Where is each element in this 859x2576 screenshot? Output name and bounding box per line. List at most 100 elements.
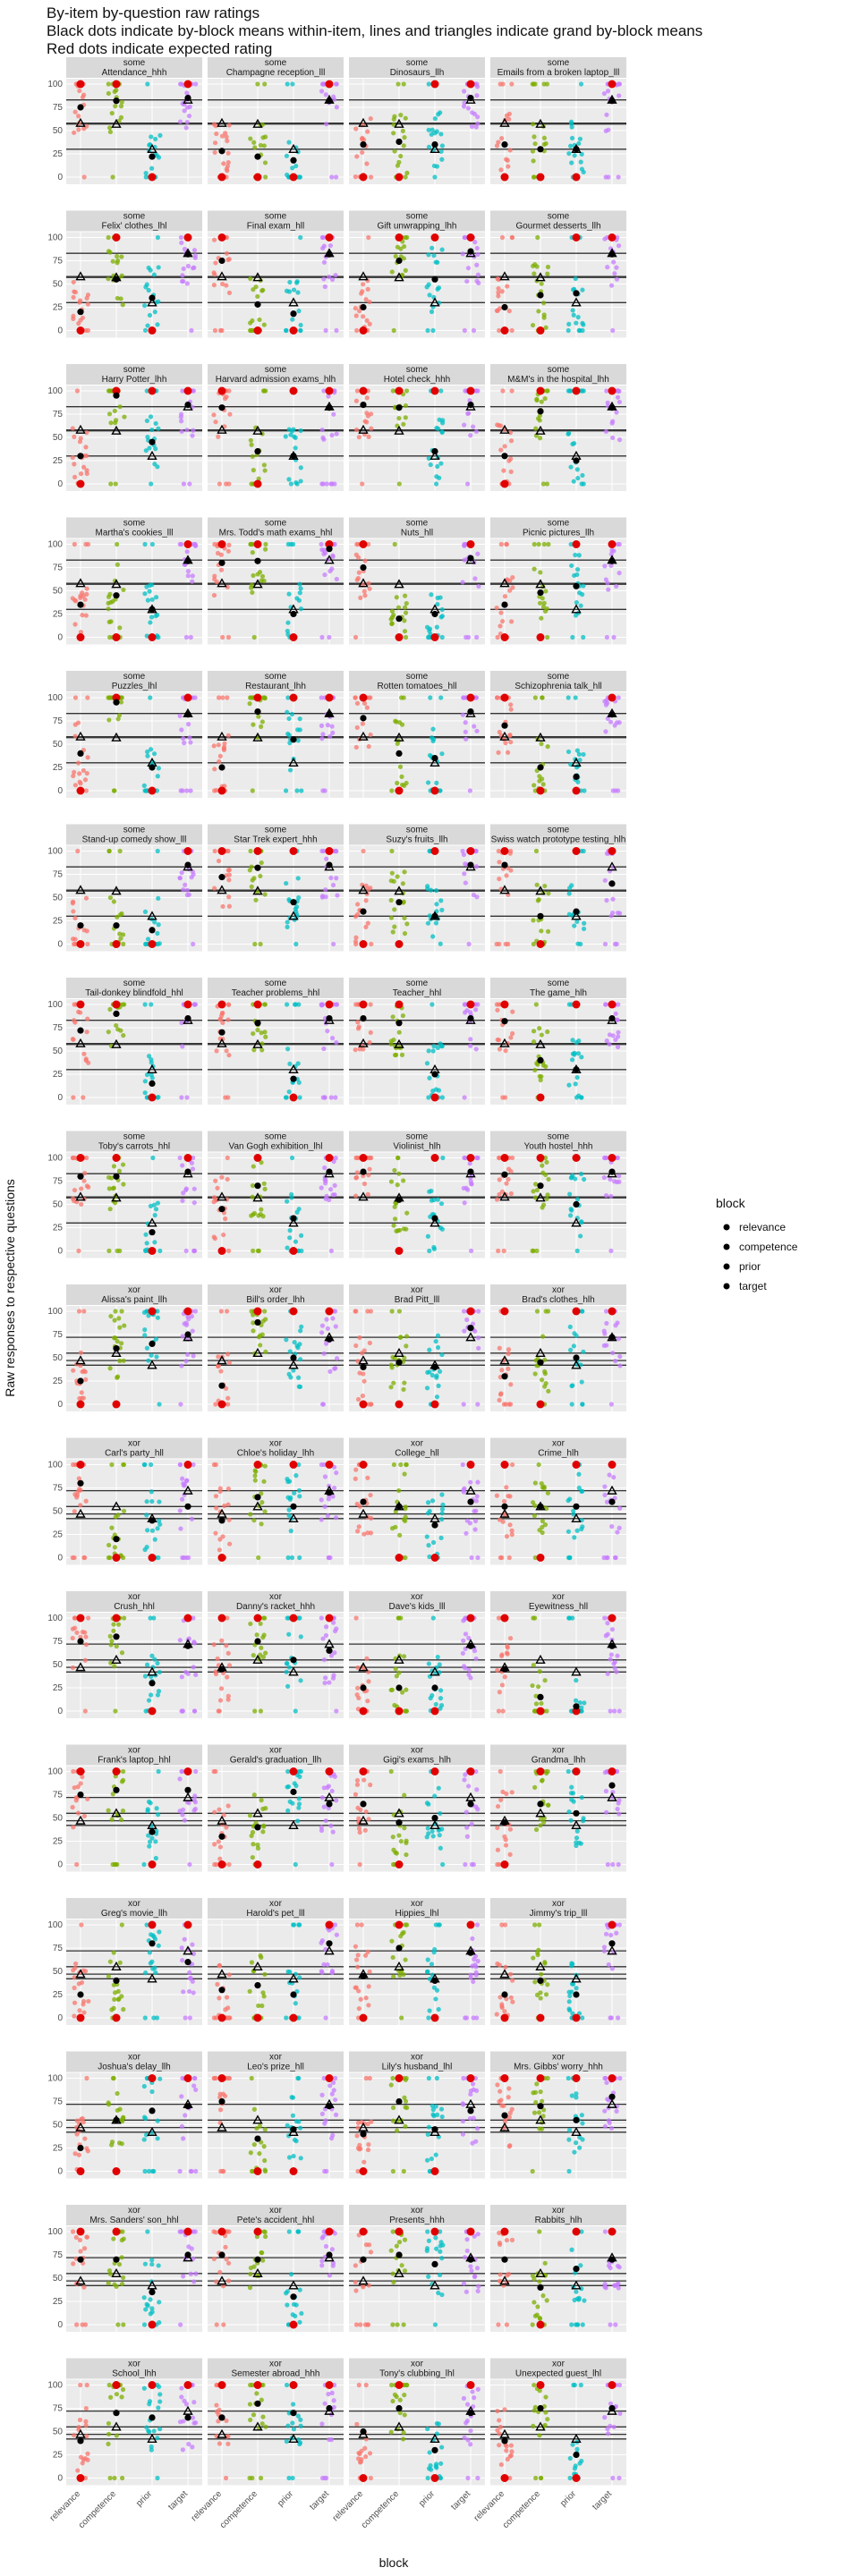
raw-response-point [332, 1182, 337, 1189]
raw-response-point [144, 1345, 150, 1351]
raw-response-point [111, 1164, 117, 1169]
raw-response-point [284, 153, 290, 158]
raw-response-point [365, 1475, 370, 1480]
raw-response-point [353, 1792, 359, 1797]
raw-response-point [331, 94, 336, 99]
raw-response-point [286, 477, 292, 482]
raw-response-point [224, 1048, 229, 1054]
item-mean-point [113, 1786, 120, 1793]
raw-response-point [567, 1324, 573, 1330]
raw-response-point [109, 1817, 115, 1822]
raw-response-point [154, 1354, 159, 1360]
raw-response-point [396, 1030, 402, 1035]
y-tick-label: 100 [47, 1000, 63, 1010]
raw-response-point [252, 1708, 258, 1714]
y-tick-label: 25 [53, 763, 64, 773]
raw-response-point [118, 1028, 123, 1033]
raw-response-point [290, 81, 295, 87]
raw-response-point [153, 1207, 159, 1212]
item-mean-point [149, 438, 156, 445]
y-tick-label: 0 [57, 1093, 63, 1103]
raw-response-point [142, 909, 149, 914]
raw-response-point [319, 1462, 324, 1468]
raw-response-point [495, 1825, 500, 1831]
grand-mean-triangle [147, 143, 157, 153]
raw-response-point [321, 436, 327, 442]
raw-response-point [354, 388, 361, 394]
raw-response-point [537, 1669, 542, 1674]
raw-response-point [615, 1017, 620, 1022]
raw-response-point [115, 1513, 121, 1518]
facet-group-label: some [265, 519, 287, 529]
panel-background [66, 692, 202, 798]
raw-response-point [185, 573, 191, 579]
raw-response-point [106, 1248, 112, 1254]
raw-response-point [540, 481, 546, 487]
raw-response-point [566, 1529, 572, 1534]
y-tick-label: 0 [57, 1707, 63, 1716]
raw-response-point [116, 1168, 123, 1174]
facet-group-label: some [123, 212, 146, 222]
raw-response-point [355, 902, 361, 907]
item-mean-point [326, 1015, 333, 1022]
raw-response-point [297, 1357, 303, 1362]
raw-response-point [426, 1095, 431, 1100]
raw-response-point [192, 1309, 199, 1314]
raw-response-point [360, 481, 365, 487]
raw-response-point [530, 322, 536, 328]
y-tick-label: 75 [53, 716, 64, 726]
panel-background [490, 386, 626, 491]
raw-response-point [427, 913, 432, 919]
raw-response-point [391, 1462, 396, 1468]
raw-response-point [71, 1037, 76, 1042]
raw-response-point [191, 1640, 198, 1646]
raw-response-point [461, 1309, 467, 1314]
y-tick-label: 100 [47, 1307, 63, 1317]
raw-response-point [122, 414, 127, 419]
raw-response-point [191, 248, 198, 253]
raw-response-point [119, 1779, 125, 1784]
expected-rating-point [289, 693, 298, 702]
raw-response-point [425, 886, 430, 892]
raw-response-point [226, 388, 232, 394]
raw-response-point [151, 751, 157, 757]
raw-response-point [79, 1922, 84, 1928]
raw-response-point [439, 1095, 445, 1100]
raw-response-point [225, 168, 230, 174]
raw-response-point [616, 1801, 621, 1806]
raw-response-point [190, 266, 196, 271]
raw-response-point [262, 547, 268, 552]
raw-response-point [568, 1175, 574, 1181]
raw-response-point [573, 695, 578, 700]
raw-response-point [360, 721, 366, 726]
raw-response-point [179, 240, 184, 246]
raw-response-point [532, 1615, 538, 1621]
raw-response-point [144, 418, 150, 424]
raw-response-point [576, 751, 582, 757]
raw-response-point [474, 93, 480, 98]
raw-response-point [180, 1198, 185, 1204]
raw-response-point [297, 1615, 302, 1621]
raw-response-point [192, 1248, 198, 1254]
raw-response-point [146, 1799, 152, 1804]
raw-response-point [404, 1343, 409, 1349]
item-mean-point [113, 699, 120, 706]
raw-response-point [324, 481, 329, 487]
item-mean-point [290, 736, 297, 743]
raw-response-point [466, 411, 472, 416]
raw-response-point [155, 1200, 161, 1206]
item-mean-point [360, 715, 367, 722]
raw-response-point [428, 1695, 433, 1701]
expected-rating-point [500, 1000, 509, 1009]
raw-response-point [298, 606, 304, 612]
raw-response-point [574, 599, 579, 606]
raw-response-point [286, 897, 292, 902]
raw-response-point [115, 258, 121, 263]
raw-response-point [476, 1335, 481, 1341]
raw-response-point [397, 1335, 404, 1341]
grand-mean-triangle [394, 579, 404, 589]
expected-rating-point [217, 540, 226, 548]
raw-response-point [146, 1054, 152, 1059]
